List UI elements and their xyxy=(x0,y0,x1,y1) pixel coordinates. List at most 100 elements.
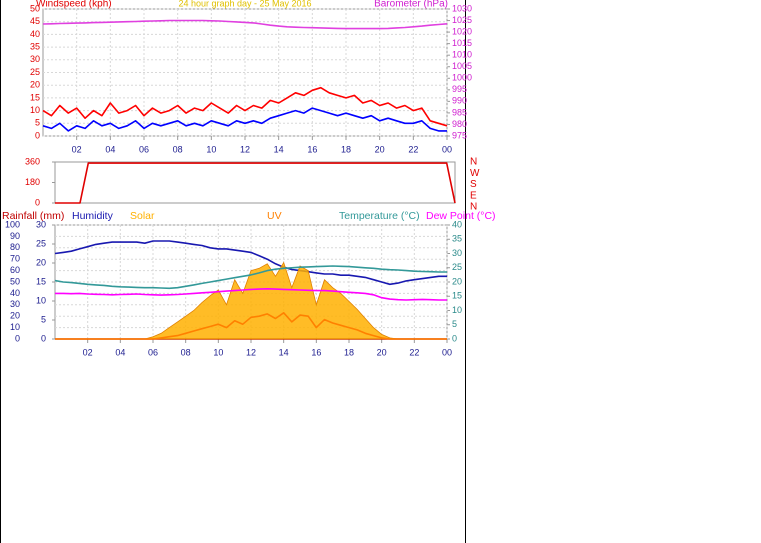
y2-tick-label: 1005 xyxy=(452,61,472,71)
y-tick-label: 5 xyxy=(35,118,40,128)
x-tick-label: 04 xyxy=(105,144,115,154)
x-tick-label: 20 xyxy=(377,347,387,357)
series-line xyxy=(55,162,456,204)
y-tick-label: 30 xyxy=(30,54,40,64)
y-tick-label: 0 xyxy=(35,197,40,207)
y-tick-label: 100 xyxy=(5,219,20,229)
compass-label: S xyxy=(470,179,477,190)
y-tick-label: 45 xyxy=(30,16,40,26)
y2-tick-label: 1015 xyxy=(452,38,472,48)
y2-tick-label: 990 xyxy=(452,96,467,106)
x-tick-label: 08 xyxy=(173,144,183,154)
series-line xyxy=(55,312,447,340)
x-tick-label: 02 xyxy=(72,144,82,154)
series-line xyxy=(54,265,447,290)
y3-tick-label: 5 xyxy=(41,314,46,324)
x-tick-label: 10 xyxy=(213,347,223,357)
y2-tick-label: 1010 xyxy=(452,50,472,60)
x-tick-label: 00 xyxy=(442,144,452,154)
legend-label: Rainfall (mm) xyxy=(2,210,64,222)
y2-tick-label: 35 xyxy=(452,234,462,244)
x-tick-label: 02 xyxy=(83,347,93,357)
y-tick-label: 60 xyxy=(10,265,20,275)
y2-tick-label: 10 xyxy=(452,305,462,315)
series-line xyxy=(55,288,447,301)
y3-tick-label: 15 xyxy=(36,276,46,286)
y-tick-label: 90 xyxy=(10,231,20,241)
y2-tick-label: 1000 xyxy=(452,73,472,83)
y-tick-label: 20 xyxy=(30,80,40,90)
x-tick-label: 20 xyxy=(375,144,385,154)
x-tick-label: 18 xyxy=(344,347,354,357)
y-tick-label: 25 xyxy=(30,67,40,77)
x-tick-label: 18 xyxy=(341,144,351,154)
x-tick-label: 06 xyxy=(139,144,149,154)
y2-tick-label: 1025 xyxy=(452,15,472,25)
x-tick-label: 14 xyxy=(279,347,289,357)
y-tick-label: 10 xyxy=(10,322,20,332)
y-tick-label: 70 xyxy=(10,254,20,264)
y2-tick-label: 5 xyxy=(452,319,457,329)
x-tick-label: 12 xyxy=(246,347,256,357)
y3-tick-label: 20 xyxy=(36,257,46,267)
y-tick-label: 50 xyxy=(30,3,40,13)
x-tick-label: 08 xyxy=(181,347,191,357)
x-tick-label: 16 xyxy=(311,347,321,357)
series-line xyxy=(42,107,447,132)
y-tick-label: 30 xyxy=(10,299,20,309)
y2-tick-label: 30 xyxy=(452,248,462,258)
y2-tick-label: 1020 xyxy=(452,26,472,36)
legend-label: Humidity xyxy=(72,210,114,222)
compass-label: N xyxy=(470,202,477,213)
compass-label: N xyxy=(470,157,477,168)
x-tick-label: 00 xyxy=(442,347,452,357)
y-tick-label: 0 xyxy=(35,130,40,140)
y2-tick-label: 985 xyxy=(452,107,467,117)
series-line xyxy=(42,19,448,30)
y2-tick-label: 20 xyxy=(452,276,462,286)
y2-tick-label: 1030 xyxy=(452,3,472,13)
y-tick-label: 40 xyxy=(10,288,20,298)
y3-tick-label: 30 xyxy=(36,219,46,229)
legend-label: UV xyxy=(267,210,282,222)
x-tick-label: 16 xyxy=(307,144,317,154)
y2-tick-label: 15 xyxy=(452,291,462,301)
y3-tick-label: 0 xyxy=(41,333,46,343)
compass-label: E xyxy=(470,190,477,201)
y-tick-label: 20 xyxy=(10,311,20,321)
compass-label: W xyxy=(470,168,480,179)
y-tick-label: 50 xyxy=(10,276,20,286)
y-axis-label: Windspeed (kph) xyxy=(36,0,112,10)
y3-tick-label: 10 xyxy=(36,295,46,305)
y2-tick-label: 980 xyxy=(452,119,467,129)
x-tick-label: 06 xyxy=(148,347,158,357)
y-tick-label: 40 xyxy=(30,29,40,39)
legend-label: Dew Point (°C) xyxy=(426,210,496,222)
y3-tick-label: 25 xyxy=(36,238,46,248)
y2-axis-label: Barometer (hPa) xyxy=(374,0,448,10)
y-tick-label: 35 xyxy=(30,41,40,51)
series-line xyxy=(54,240,447,286)
y2-tick-label: 40 xyxy=(452,219,462,229)
y-tick-label: 10 xyxy=(30,105,40,115)
x-tick-label: 12 xyxy=(240,144,250,154)
y2-tick-label: 975 xyxy=(452,130,467,140)
x-tick-label: 10 xyxy=(206,144,216,154)
series-line xyxy=(42,86,448,127)
x-tick-label: 04 xyxy=(115,347,125,357)
y2-tick-label: 995 xyxy=(452,84,467,94)
x-tick-label: 14 xyxy=(274,144,284,154)
x-tick-label: 22 xyxy=(408,144,418,154)
y2-tick-label: 25 xyxy=(452,262,462,272)
chart-title: 24 hour graph day - 25 May 2016 xyxy=(178,0,311,8)
y-tick-label: 80 xyxy=(10,242,20,252)
x-tick-label: 22 xyxy=(409,347,419,357)
y-tick-label: 15 xyxy=(30,92,40,102)
y-tick-label: 0 xyxy=(15,333,20,343)
legend-label: Solar xyxy=(130,210,155,222)
legend-label: Temperature (°C) xyxy=(339,210,420,222)
y-tick-label: 360 xyxy=(25,156,40,166)
y2-tick-label: 0 xyxy=(452,333,457,343)
